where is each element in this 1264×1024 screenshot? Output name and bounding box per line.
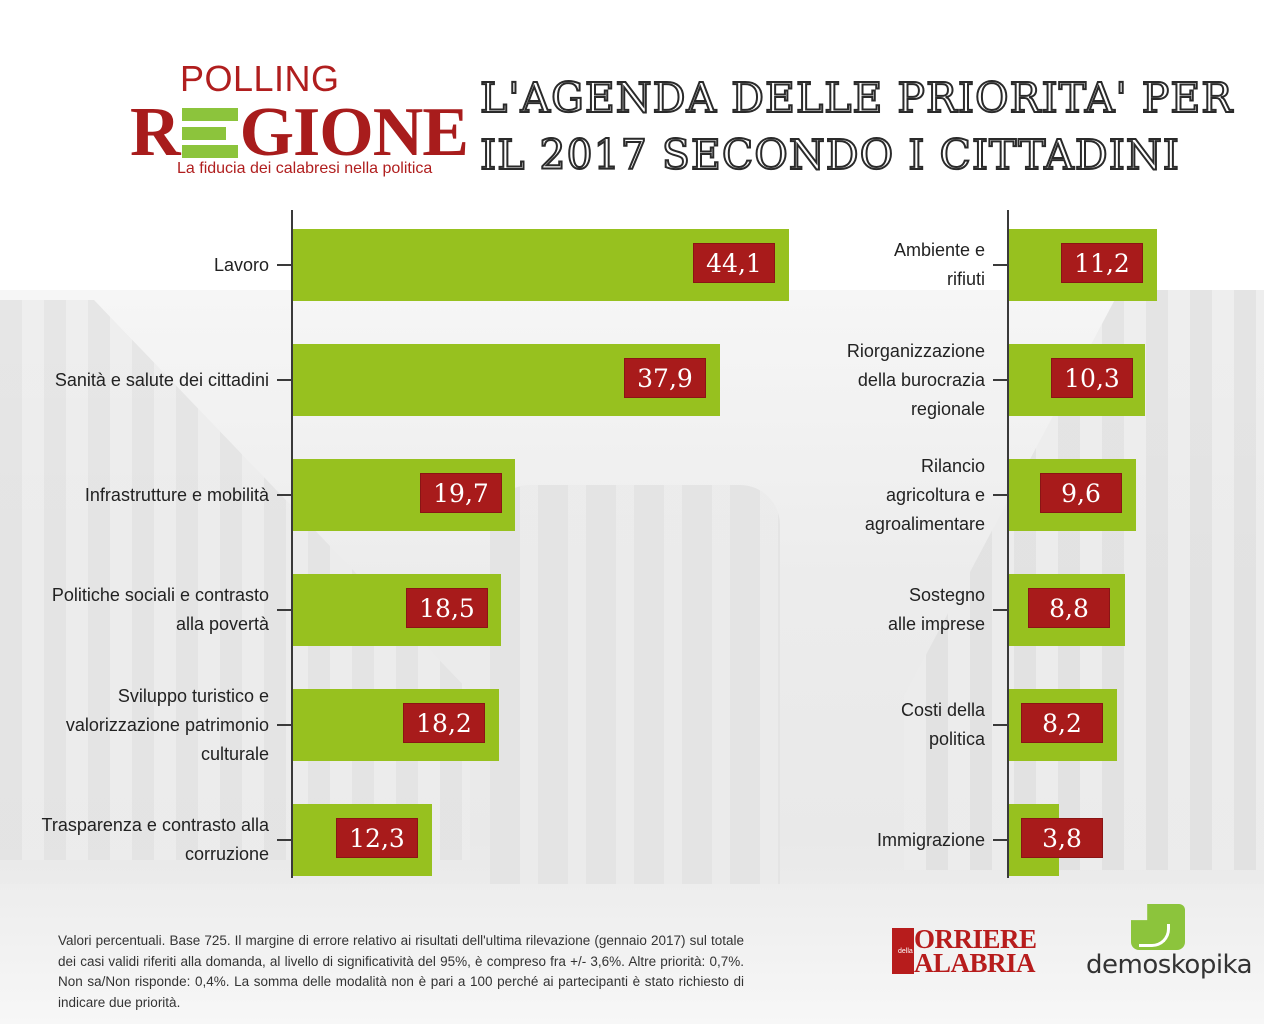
category-label-line: Ambiente e bbox=[893, 240, 985, 260]
corriere-line-2: ALABRIA bbox=[914, 948, 1036, 978]
value-label: 37,9 bbox=[624, 358, 706, 398]
category-label-line: alla povertà bbox=[175, 614, 269, 634]
category-label-line: Politiche sociali e contrasto bbox=[51, 585, 269, 605]
ground bbox=[0, 884, 1264, 1024]
title-line-1: L'AGENDA DELLE PRIORITA' PER bbox=[479, 73, 1234, 123]
value-label: 10,3 bbox=[1051, 358, 1133, 398]
page-title: L'AGENDA DELLE PRIORITA' PER IL 2017 SEC… bbox=[479, 70, 1234, 184]
category-label-line: agricoltura e bbox=[885, 484, 985, 505]
y-axis-right bbox=[1007, 210, 1009, 878]
category-label-line: Riorganizzazione bbox=[846, 340, 985, 361]
value-label: 44,1 bbox=[693, 243, 775, 283]
axis-tick bbox=[993, 494, 1007, 496]
corriere-c-block bbox=[892, 928, 914, 974]
category-label-line: alle imprese bbox=[887, 614, 985, 634]
category-label-line: valorizzazione patrimonio bbox=[65, 714, 269, 735]
value-label: 8,8 bbox=[1028, 588, 1110, 628]
category-label-line: corruzione bbox=[184, 844, 269, 864]
demoskopika-mark-icon bbox=[1131, 904, 1185, 950]
category-label-line: Trasparenza e contrasto alla bbox=[41, 815, 269, 835]
axis-tick bbox=[277, 264, 291, 266]
category-label-line: Sviluppo turistico e bbox=[117, 685, 269, 706]
axis-tick bbox=[993, 839, 1007, 841]
logo-regione-rest: GIONE bbox=[239, 94, 469, 171]
category-label-line: politica bbox=[928, 729, 985, 749]
value-label: 3,8 bbox=[1021, 818, 1103, 858]
axis-tick bbox=[277, 724, 291, 726]
axis-tick bbox=[993, 609, 1007, 611]
category-label-line: Rilancio bbox=[920, 455, 985, 476]
category-label: Infrastrutture e mobilità bbox=[9, 459, 269, 531]
y-axis-left bbox=[291, 210, 293, 878]
category-label: Politiche sociali e contrasto alla povert… bbox=[9, 574, 269, 646]
demoskopika-wordmark: demoskopika bbox=[1086, 950, 1253, 980]
category-label-line: Sanità e salute dei cittadini bbox=[54, 369, 269, 390]
category-label: Immigrazione bbox=[825, 804, 985, 876]
category-label: Rilancio agricoltura e agroalimentare bbox=[825, 456, 985, 534]
value-label: 11,2 bbox=[1061, 243, 1143, 283]
category-label-line: della burocrazia bbox=[857, 369, 985, 390]
value-label: 19,7 bbox=[420, 473, 502, 513]
corriere-line-1: ORRIERE bbox=[914, 924, 1037, 954]
value-label: 9,6 bbox=[1040, 473, 1122, 513]
logo-regione: R GIONE bbox=[130, 94, 469, 171]
category-label-line: Costi della bbox=[900, 700, 985, 720]
axis-tick bbox=[277, 609, 291, 611]
category-label: Riorganizzazione della burocrazia regional… bbox=[825, 341, 985, 419]
logo-green-e-icon bbox=[181, 108, 238, 158]
value-label: 18,2 bbox=[403, 703, 485, 743]
value-label: 12,3 bbox=[336, 818, 418, 858]
category-label-line: regionale bbox=[910, 398, 985, 419]
title-line-2: IL 2017 SECONDO I CITTADINI bbox=[479, 130, 1180, 180]
corriere-della: della bbox=[898, 948, 913, 955]
category-label-line: culturale bbox=[200, 743, 269, 764]
logo-tagline: La fiducia dei calabresi nella politica bbox=[177, 160, 433, 177]
category-label-line: Infrastrutture e mobilità bbox=[84, 484, 269, 505]
category-label-line: Sostegno bbox=[908, 585, 985, 605]
category-label: Trasparenza e contrasto alla corruzione bbox=[9, 804, 269, 876]
axis-tick bbox=[277, 839, 291, 841]
corriere-della-calabria-logo: della ORRIERE ALABRIA bbox=[892, 924, 1037, 978]
logo-regione-r: R bbox=[130, 94, 181, 171]
demoskopika-logo: demoskopika bbox=[1086, 902, 1253, 982]
category-label: Sviluppo turistico e valorizzazione patri… bbox=[9, 686, 269, 764]
methodology-note: Valori percentuali. Base 725. Il margine… bbox=[58, 933, 744, 1010]
axis-tick bbox=[277, 379, 291, 381]
category-label: Sanità e salute dei cittadini bbox=[9, 344, 269, 416]
category-label-line: agroalimentare bbox=[864, 513, 985, 534]
category-label-line: Immigrazione bbox=[876, 829, 985, 850]
category-label: Lavoro bbox=[9, 229, 269, 301]
axis-tick bbox=[277, 494, 291, 496]
category-label: Sostegno alle imprese bbox=[825, 574, 985, 646]
category-label-line: rifiuti bbox=[946, 269, 985, 289]
building-center bbox=[490, 485, 780, 925]
category-label-line: Lavoro bbox=[213, 254, 269, 275]
axis-tick bbox=[993, 724, 1007, 726]
value-label: 18,5 bbox=[406, 588, 488, 628]
value-label: 8,2 bbox=[1021, 703, 1103, 743]
logo-polling: POLLING bbox=[180, 58, 340, 99]
category-label: Costi della politica bbox=[825, 689, 985, 761]
axis-tick bbox=[993, 379, 1007, 381]
axis-tick bbox=[993, 264, 1007, 266]
category-label: Ambiente e rifiuti bbox=[825, 229, 985, 301]
